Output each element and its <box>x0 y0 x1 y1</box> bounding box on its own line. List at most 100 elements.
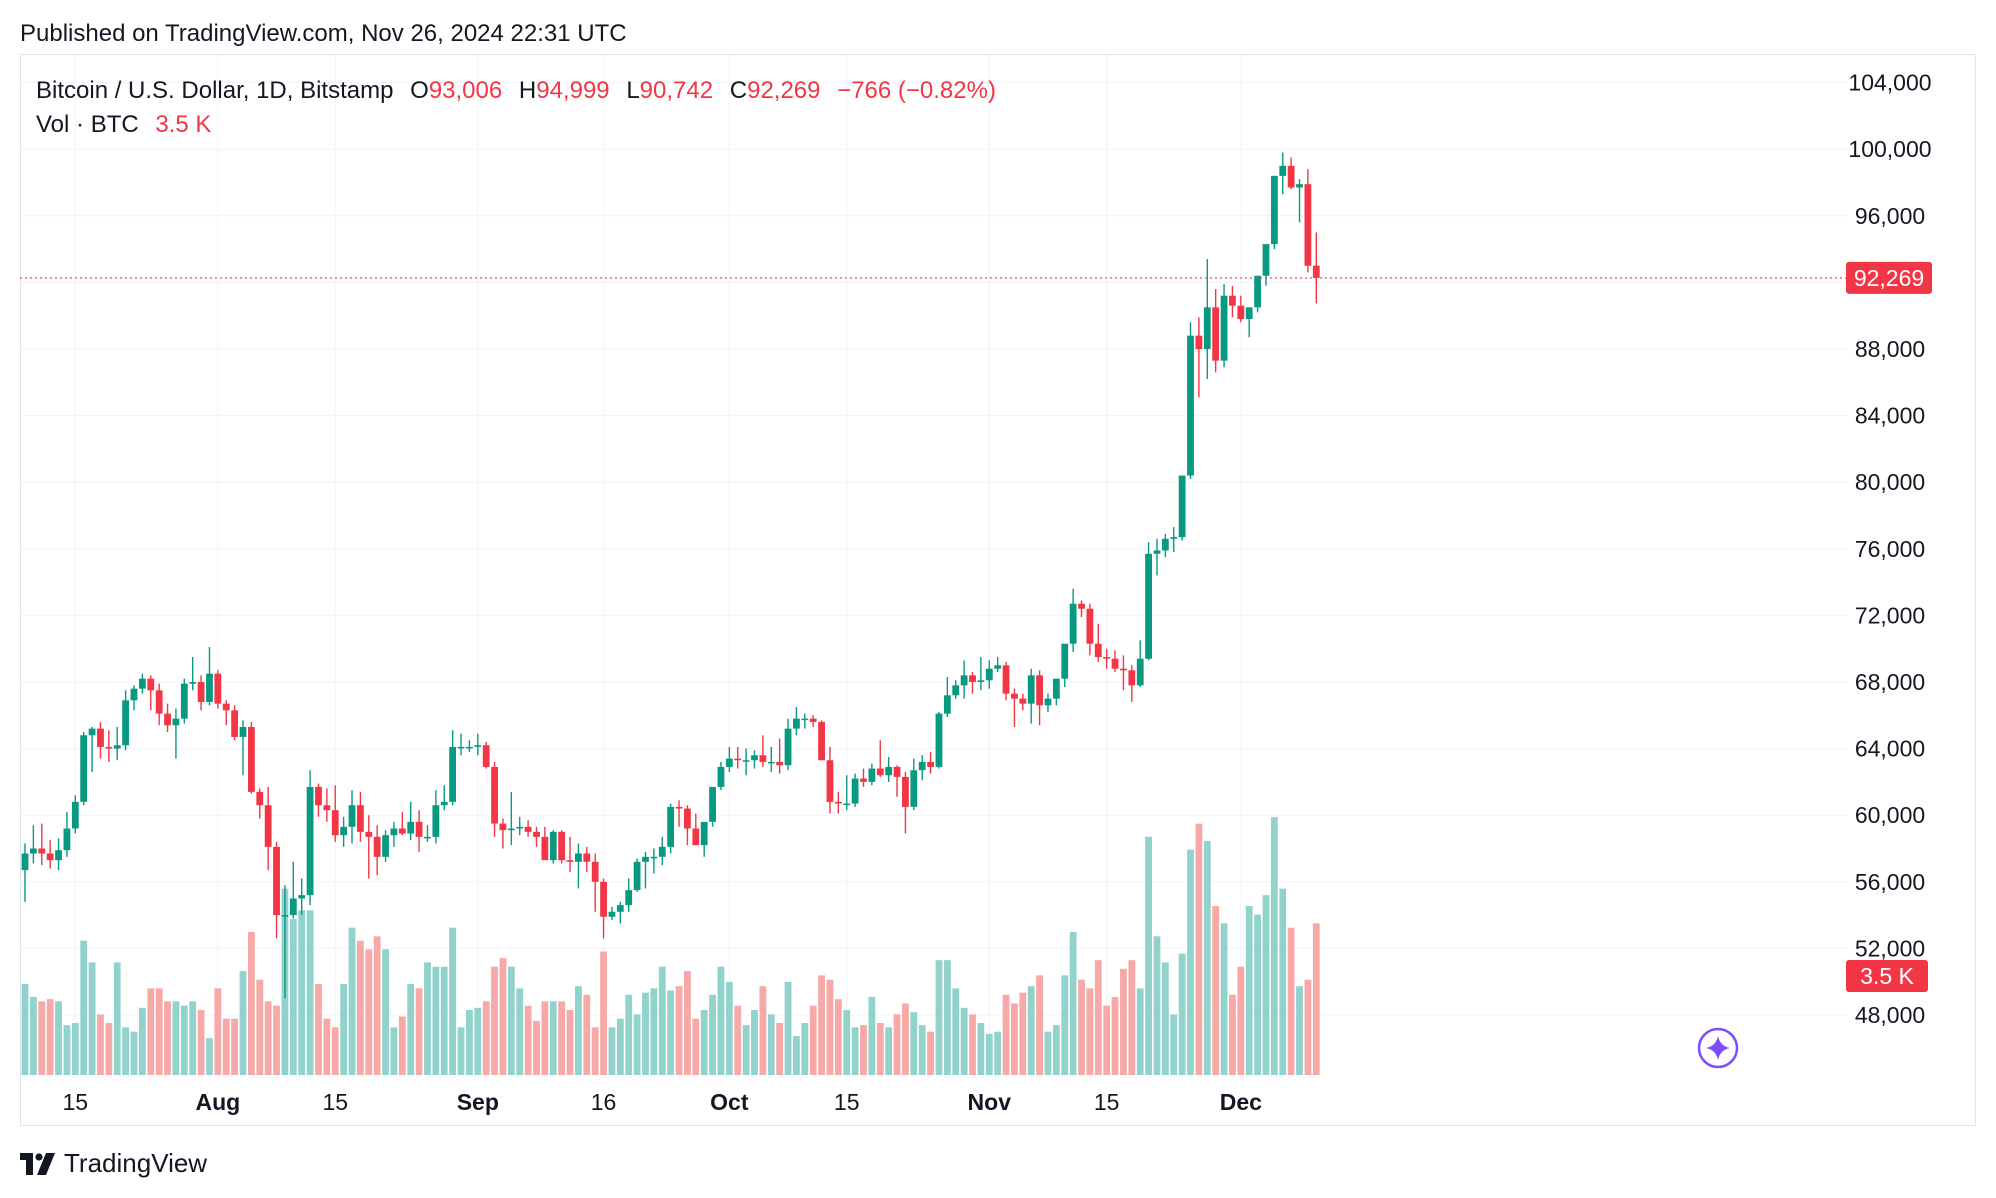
volume-label[interactable]: Vol · BTC <box>36 111 139 138</box>
candle <box>189 657 197 691</box>
candle <box>340 816 348 847</box>
candle-body <box>876 768 884 776</box>
candle <box>927 751 934 774</box>
candle-body <box>1011 693 1018 699</box>
candle <box>918 755 926 781</box>
candle <box>742 748 750 776</box>
volume-bar <box>231 1018 239 1075</box>
candle <box>801 713 809 729</box>
volume-bar <box>180 1005 188 1075</box>
volume-bar <box>885 1027 893 1075</box>
candle <box>541 826 549 861</box>
candle <box>97 721 104 759</box>
candle-body <box>306 786 314 896</box>
candle <box>1220 284 1228 368</box>
candle <box>860 768 867 787</box>
candle-body <box>675 806 683 809</box>
volume-bar <box>97 1014 104 1075</box>
candle <box>1094 623 1102 663</box>
candle <box>684 805 691 846</box>
candle <box>793 706 800 736</box>
close-value: 92,269 <box>747 77 821 104</box>
candle-body <box>642 856 649 862</box>
candle <box>969 672 976 694</box>
volume-bar <box>29 997 37 1075</box>
candle-body <box>834 801 842 804</box>
tradingview-logo-icon <box>20 1152 55 1175</box>
sparkle-glyph <box>1706 1036 1730 1060</box>
volume-bar <box>306 910 314 1075</box>
candle-body <box>843 803 851 806</box>
volume-bar <box>1161 962 1169 1075</box>
candle <box>21 843 29 902</box>
y-axis-tick-label: 88,000 <box>1855 336 1925 362</box>
volume-bar <box>1254 914 1261 1075</box>
volume-bar <box>1178 953 1186 1075</box>
candle-body <box>1262 244 1270 276</box>
volume-bar <box>71 1023 79 1075</box>
volume-bar <box>466 1010 473 1075</box>
volume-bar <box>549 1001 557 1075</box>
volume-bar <box>625 994 633 1075</box>
candle-body <box>38 848 46 854</box>
volume-bar <box>507 966 515 1075</box>
candle-body <box>1153 550 1161 554</box>
candle <box>994 657 1002 673</box>
volume-bar <box>801 1023 809 1075</box>
candle <box>256 788 264 819</box>
candle <box>1111 650 1119 673</box>
volume-bar <box>1220 923 1228 1075</box>
candle-body <box>1052 678 1060 699</box>
candle-body <box>793 718 800 729</box>
last-volume-badge: 3.5 K <box>1846 960 1928 992</box>
candle-body <box>180 683 188 719</box>
volume-bar <box>734 1005 742 1075</box>
tradingview-brand[interactable]: TradingView <box>20 1148 207 1179</box>
candle <box>1069 588 1077 653</box>
candle <box>583 846 591 872</box>
candle <box>1120 655 1127 691</box>
candle <box>1237 295 1245 323</box>
x-axis-tick-label: Nov <box>968 1089 1012 1115</box>
candle <box>122 690 130 751</box>
volume-bar <box>239 971 247 1075</box>
volume-bar <box>893 1014 901 1075</box>
open-value: 93,006 <box>428 77 503 104</box>
candle <box>675 800 683 827</box>
candle-body <box>767 761 775 764</box>
volume-bar <box>952 988 960 1075</box>
candle-body <box>398 828 406 834</box>
volume-bar <box>105 1023 113 1075</box>
candle <box>491 761 498 837</box>
candle-body <box>608 911 616 917</box>
y-axis-tick-label: 48,000 <box>1855 1002 1925 1028</box>
volume-bar <box>633 1014 641 1075</box>
candle <box>331 785 339 842</box>
volume-bar <box>323 1018 331 1075</box>
volume-bar <box>860 1025 867 1075</box>
candle-body <box>851 778 859 804</box>
volume-bar <box>1195 823 1203 1075</box>
candle-body <box>1086 608 1094 644</box>
y-axis-tick-label: 72,000 <box>1855 602 1925 628</box>
change-value: −766 (−0.82%) <box>837 77 996 104</box>
symbol-title[interactable]: Bitcoin / U.S. Dollar, 1D, Bitstamp <box>36 77 394 104</box>
volume-bar <box>256 979 264 1075</box>
candle-body <box>1304 184 1312 266</box>
last-price-badge-bg <box>1846 261 1932 294</box>
volume-bar <box>1296 986 1303 1075</box>
candle-body <box>1212 307 1220 361</box>
candle <box>105 730 113 762</box>
candle-body <box>1145 553 1152 659</box>
candle <box>851 773 859 807</box>
volume-bar <box>1312 923 1320 1075</box>
candle-body <box>1245 307 1253 320</box>
candle-body <box>952 685 960 696</box>
volume-bar <box>407 984 415 1075</box>
candle-body <box>415 821 423 837</box>
volume-bar <box>1069 932 1077 1075</box>
volume-bar <box>1086 988 1094 1075</box>
candle-body <box>357 805 364 832</box>
sparkle-icon[interactable] <box>1697 1027 1739 1069</box>
